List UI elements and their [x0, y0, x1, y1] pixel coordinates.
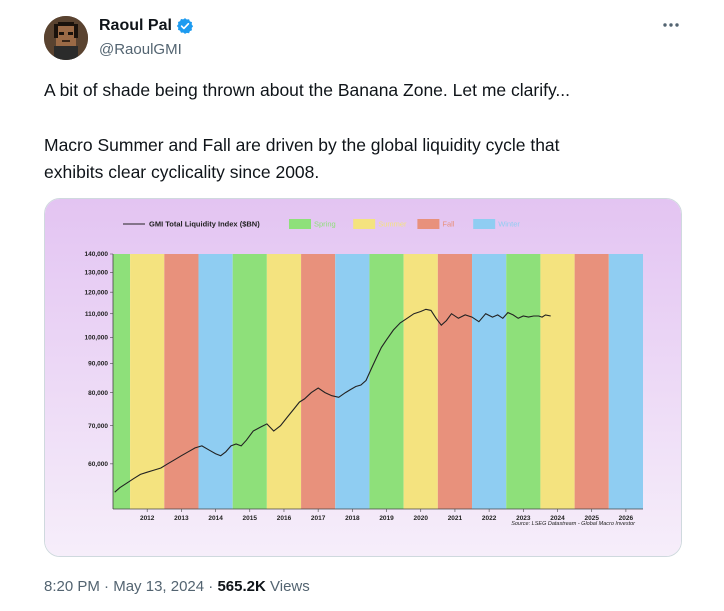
tweet-media-chart[interactable]: 60,000 70,000 80,000 90,000 100,000 110,000 12…	[44, 198, 682, 557]
tweet-date[interactable]: May 13, 2024	[113, 578, 205, 595]
y-tick-label: 60,000	[88, 461, 108, 468]
legend-label: Fall	[442, 220, 454, 229]
views-count: 565.2K	[217, 578, 266, 595]
y-tick-label: 120,000	[85, 289, 109, 296]
tweet-time[interactable]: 8:20 PM	[44, 578, 100, 595]
views-label: Views	[270, 578, 310, 595]
x-tick-label: 2025	[584, 515, 599, 522]
y-tick-label: 110,000	[85, 311, 109, 318]
season-band-summer	[130, 254, 165, 509]
pixel-art-avatar-icon	[44, 16, 88, 60]
season-band-fall	[437, 254, 473, 509]
season-band-spring	[113, 254, 131, 509]
author-name-row: Raoul Pal	[99, 17, 194, 35]
season-band-summer	[266, 254, 302, 509]
legend-swatch-winter	[473, 219, 496, 229]
x-tick-label: 2015	[243, 515, 258, 522]
y-tick-label: 80,000	[88, 390, 108, 397]
x-tick-label: 2013	[174, 515, 189, 522]
x-tick-label: 2016	[277, 515, 292, 522]
x-tick-label: 2020	[414, 515, 429, 522]
x-tick-label: 2018	[345, 515, 360, 522]
legend-swatch-spring	[289, 219, 311, 229]
season-band-spring	[506, 254, 541, 509]
avatar[interactable]	[44, 16, 88, 60]
y-tick-label: 140,000	[85, 251, 109, 258]
season-band-spring	[369, 254, 404, 509]
legend-label: GMI Total Liquidity Index ($BN)	[149, 220, 260, 229]
x-tick-label: 2022	[482, 515, 497, 522]
x-tick-label: 2023	[516, 515, 531, 522]
chart-source-note: Source: LSEG Datastream - Global Macro I…	[511, 521, 636, 527]
x-tick-label: 2024	[550, 515, 565, 522]
y-tick-label: 130,000	[85, 270, 109, 277]
tweet-meta: 8:20 PM · May 13, 2024 · 565.2K Views	[44, 578, 310, 595]
x-tick-label: 2026	[619, 515, 634, 522]
x-tick-label: 2012	[140, 515, 155, 522]
x-tick-label: 2019	[379, 515, 394, 522]
season-band-spring	[232, 254, 267, 509]
legend-label: Winter	[498, 220, 520, 229]
y-tick-label: 70,000	[88, 423, 108, 430]
x-tick-label: 2021	[448, 515, 463, 522]
more-dots-glyph	[663, 23, 679, 27]
meta-separator: ·	[208, 578, 214, 595]
y-tick-label: 100,000	[85, 335, 109, 342]
season-band-summer	[540, 254, 575, 509]
legend-label: Summer	[378, 220, 407, 229]
season-band-fall	[574, 254, 609, 509]
legend-swatch-fall	[417, 219, 440, 229]
x-tick-label: 2014	[208, 515, 223, 522]
x-tick-label: 2017	[311, 515, 326, 522]
tweet-text-line-1: A bit of shade being thrown about the Ba…	[44, 80, 570, 100]
tweet-text-line-3: exhibits clear cyclicality since 2008.	[44, 162, 320, 182]
season-band-fall	[301, 254, 336, 509]
author-handle[interactable]: @RaoulGMI	[99, 41, 182, 58]
verified-badge-icon	[176, 18, 194, 34]
author-display-name[interactable]: Raoul Pal	[99, 17, 172, 34]
y-tick-label: 90,000	[88, 361, 108, 368]
legend-swatch-summer	[353, 219, 376, 229]
season-band-winter	[198, 254, 233, 509]
meta-separator: ·	[104, 578, 110, 595]
more-dots-icon[interactable]	[660, 14, 682, 36]
liquidity-chart: 60,000 70,000 80,000 90,000 100,000 110,000 12…	[45, 199, 681, 556]
season-band-fall	[164, 254, 199, 509]
tweet-text-line-2: Macro Summer and Fall are driven by the …	[44, 135, 560, 155]
season-band-winter	[472, 254, 507, 509]
season-band-winter	[335, 254, 370, 509]
season-band-winter	[608, 254, 643, 509]
legend-label: Spring	[314, 220, 336, 229]
series-line-gmi-liquidity	[114, 308, 551, 493]
season-band-summer	[403, 254, 438, 509]
